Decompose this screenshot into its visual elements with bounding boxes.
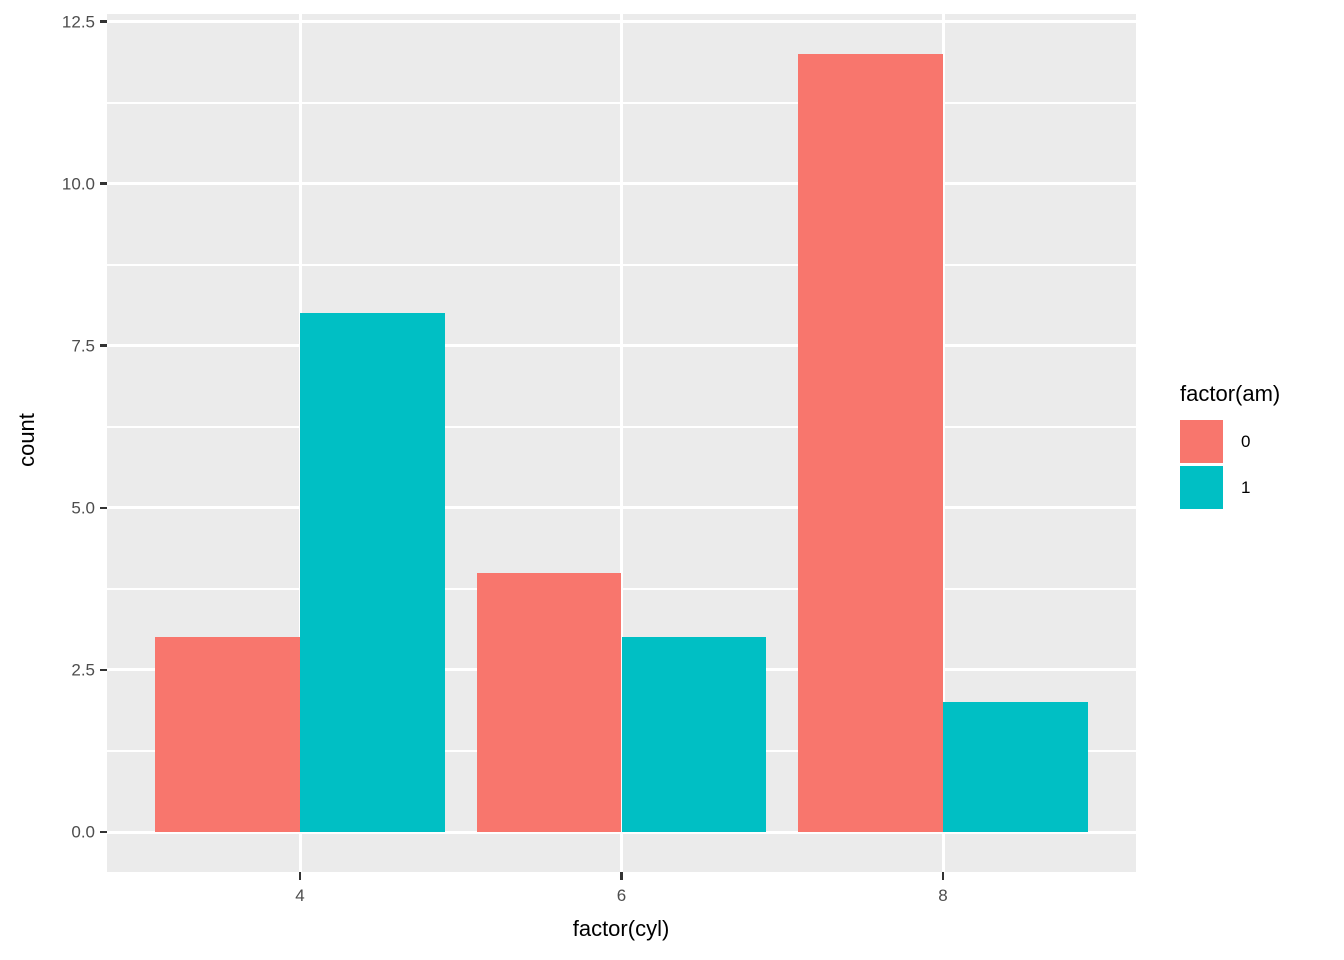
x-tick-mark <box>620 872 623 880</box>
x-axis-title: factor(cyl) <box>572 916 670 941</box>
vertical-gridline <box>941 14 945 872</box>
y-tick-label: 10.0 <box>61 174 95 194</box>
legend-title: factor(am) <box>1180 381 1281 406</box>
y-tick-label: 12.5 <box>61 12 95 32</box>
x-tick-mark <box>941 872 945 880</box>
y-tick-label: 2.5 <box>71 660 95 680</box>
bar-cyl6-am0 <box>476 572 622 832</box>
x-tick-label: 8 <box>938 886 948 905</box>
y-tick-mark <box>99 344 107 347</box>
legend-swatch-1 <box>1180 466 1223 509</box>
y-tick-mark <box>99 668 107 672</box>
bar-cyl4-am0 <box>155 637 300 832</box>
x-tick-label: 6 <box>616 886 627 905</box>
legend-key-label: 1 <box>1241 478 1251 497</box>
legend-key-row: 1 <box>1180 466 1280 509</box>
x-tick-mark <box>298 872 302 880</box>
y-tick-mark <box>99 182 107 185</box>
bar-cyl8-am0 <box>798 53 943 832</box>
bar-cyl4-am1 <box>300 313 445 832</box>
y-tick-label: 0.0 <box>71 822 95 842</box>
x-tick-label: 4 <box>295 886 305 905</box>
legend-key-row: 0 <box>1180 420 1280 463</box>
y-tick-label: 5.0 <box>71 498 95 518</box>
vertical-gridline <box>620 14 623 872</box>
plot-panel <box>107 14 1136 872</box>
bar-cyl8-am1 <box>943 702 1088 832</box>
y-tick-mark <box>99 830 107 834</box>
y-tick-label: 7.5 <box>71 336 95 356</box>
y-tick-mark <box>99 20 107 23</box>
legend-key-label: 0 <box>1241 432 1251 451</box>
legend-swatch-0 <box>1180 420 1223 463</box>
bar-cyl6-am1 <box>621 637 767 832</box>
y-axis-title: count <box>13 413 39 467</box>
y-tick-mark <box>99 506 107 510</box>
